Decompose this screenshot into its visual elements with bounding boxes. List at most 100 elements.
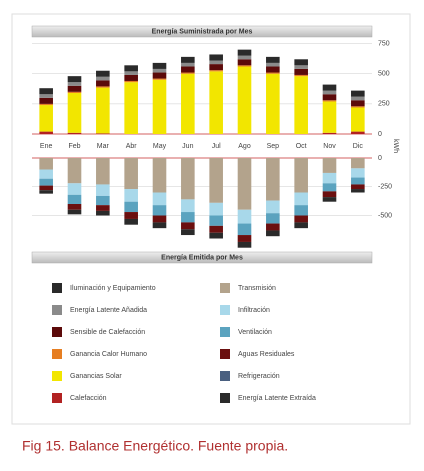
legend-label: Transmisión <box>238 285 276 292</box>
bar-segment <box>266 56 280 63</box>
bar-segment <box>237 65 252 67</box>
x-tick-label: Oct <box>296 143 307 150</box>
y-axis-label: kWh <box>392 139 399 153</box>
bar-segment <box>96 76 110 81</box>
bar-segment <box>351 107 365 132</box>
bar-segment <box>322 172 337 184</box>
bar-segment <box>124 201 138 213</box>
x-tick-label: Ago <box>238 143 251 150</box>
bar-segment <box>181 62 195 67</box>
bar-segment <box>39 190 53 194</box>
bar-segment <box>322 191 337 198</box>
bar-segment <box>152 158 167 193</box>
bar-segment <box>181 212 195 223</box>
legend-label: Infiltración <box>238 307 270 314</box>
bar-segment <box>96 158 110 185</box>
legend-label: Calefacción <box>70 395 107 402</box>
legend-swatch <box>52 283 62 293</box>
bar-segment <box>237 241 252 248</box>
bar-segment <box>209 70 223 72</box>
bar-segment <box>181 73 195 134</box>
bar-segment <box>67 76 82 83</box>
bar-segment <box>152 72 167 79</box>
bar-segment <box>294 65 308 69</box>
bar-segment <box>294 59 308 66</box>
bar-segment <box>181 158 195 200</box>
bar-segment <box>96 70 110 77</box>
bar-segment <box>294 205 308 216</box>
x-tick-label: Abr <box>126 143 138 150</box>
y-tick-label: -250 <box>378 184 392 191</box>
legend-swatch <box>220 349 230 359</box>
bar-segment <box>322 132 337 134</box>
bar-segment <box>96 210 110 216</box>
bar-segment <box>209 225 223 233</box>
legend-label: Ganancias Solar <box>70 373 122 380</box>
bar-segment <box>351 184 365 190</box>
bar-segment <box>124 212 138 219</box>
bar-segment <box>322 183 337 192</box>
bar-segment <box>152 215 167 223</box>
bar-segment <box>322 100 337 102</box>
y-tick-label: 0 <box>378 155 382 162</box>
bar-segment <box>294 68 308 75</box>
legend-label: Energía Latente Extraída <box>238 395 316 402</box>
bar-segment <box>67 85 82 92</box>
bar-segment <box>39 131 53 134</box>
x-tick-label: May <box>153 143 167 150</box>
bar-segment <box>67 209 82 215</box>
caption: Fig 15. Balance Energético. Fuente propi… <box>22 438 288 454</box>
x-tick-label: Jun <box>182 143 193 150</box>
bar-segment <box>152 68 167 73</box>
bar-segment <box>237 223 252 236</box>
bar-segment <box>237 235 252 242</box>
bar-segment <box>351 131 365 134</box>
bar-segment <box>237 158 252 210</box>
bar-segment <box>351 158 365 169</box>
bar-segment <box>237 209 252 224</box>
bar-segment <box>67 91 82 94</box>
title-band <box>31 251 373 264</box>
bar-segment <box>266 213 280 224</box>
bar-segment <box>294 76 308 134</box>
x-tick-label: Ene <box>40 143 53 150</box>
x-tick-label: Nov <box>323 143 336 150</box>
bar-segment <box>152 222 167 229</box>
legend-swatch <box>220 393 230 403</box>
bar-segment <box>351 177 365 185</box>
bar-segment <box>181 222 195 230</box>
bar-segment <box>266 72 280 74</box>
bar-segment <box>209 60 223 65</box>
legend-swatch <box>52 349 62 359</box>
legend-label: Ventilación <box>238 329 272 336</box>
title-band <box>31 25 373 38</box>
x-tick-label: Mar <box>97 143 110 150</box>
bar-segment <box>39 178 53 186</box>
legend-swatch <box>52 393 62 403</box>
bar-segment <box>266 200 280 214</box>
bar-segment <box>124 80 138 83</box>
y-tick-label: -500 <box>378 212 392 219</box>
bar-segment <box>294 158 308 193</box>
bar-segment <box>294 192 308 206</box>
bar-segment <box>322 101 337 133</box>
bar-segment <box>152 62 167 69</box>
bar-segment <box>237 66 252 134</box>
legend-swatch <box>52 371 62 381</box>
bar-segment <box>39 103 53 106</box>
bar-segment <box>322 84 337 91</box>
bar-segment <box>181 66 195 73</box>
bar-segment <box>181 229 195 236</box>
bar-segment <box>152 79 167 134</box>
bar-segment <box>152 78 167 80</box>
bar-segment <box>67 204 82 210</box>
legend-label: Aguas Residuales <box>238 351 295 358</box>
bar-segment <box>67 183 82 195</box>
legend-swatch <box>220 327 230 337</box>
bar-segment <box>181 72 195 74</box>
legend-label: Ganancia Calor Humano <box>70 351 147 358</box>
bar-segment <box>351 189 365 193</box>
bar-segment <box>351 100 365 107</box>
bar-segment <box>209 64 223 71</box>
